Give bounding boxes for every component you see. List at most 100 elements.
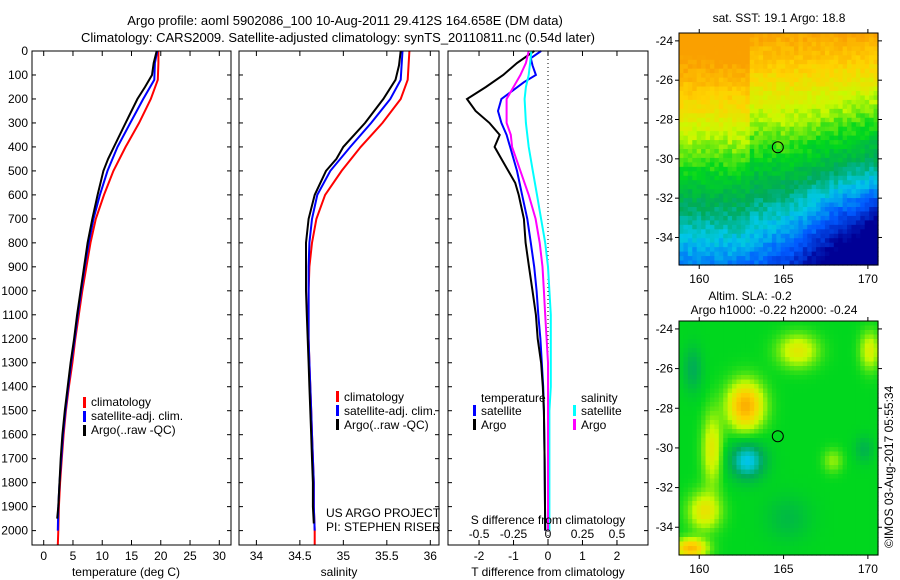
heatmap-cell	[771, 144, 777, 150]
heatmap-cell	[679, 91, 685, 97]
heatmap-cell	[736, 33, 742, 39]
heatmap-cell	[709, 233, 715, 239]
heatmap-cell	[807, 375, 813, 381]
heatmap-cell	[847, 117, 853, 123]
heatmap-cell	[842, 348, 848, 354]
heatmap-cell	[701, 465, 707, 471]
heatmap-cell	[798, 193, 804, 199]
heatmap-cell	[776, 68, 782, 74]
heatmap-cell	[763, 77, 769, 83]
heatmap-cell	[793, 528, 799, 534]
heatmap-cell	[740, 487, 746, 493]
heatmap-cell	[736, 501, 742, 507]
heatmap-cell	[692, 411, 698, 417]
heatmap-cell	[732, 379, 738, 385]
heatmap-cell	[776, 460, 782, 466]
heatmap-cell	[785, 357, 791, 363]
heatmap-cell	[763, 514, 769, 520]
heatmap-cell	[842, 46, 848, 52]
heatmap-cell	[683, 247, 689, 253]
heatmap-cell	[732, 456, 738, 462]
heatmap-cell	[851, 198, 857, 204]
heatmap-cell	[838, 50, 844, 56]
heatmap-cell	[847, 447, 853, 453]
heatmap-cell	[842, 233, 848, 239]
heatmap-cell	[864, 474, 870, 480]
heatmap-cell	[723, 166, 729, 172]
heatmap-cell	[683, 224, 689, 230]
heatmap-cell	[754, 393, 760, 399]
heatmap-cell	[838, 451, 844, 457]
heatmap-cell	[714, 334, 720, 340]
heatmap-cell	[807, 537, 813, 543]
heatmap-cell	[683, 202, 689, 208]
heatmap-cell	[833, 37, 839, 43]
heatmap-cell	[723, 108, 729, 114]
heatmap-cell	[860, 492, 866, 498]
heatmap-cell	[829, 348, 835, 354]
heatmap-cell	[798, 41, 804, 47]
heatmap-cell	[838, 496, 844, 502]
lon-tick-label: 160	[689, 562, 709, 576]
heatmap-cell	[789, 429, 795, 435]
heatmap-cell	[802, 247, 808, 253]
heatmap-cell	[793, 541, 799, 547]
heatmap-cell	[758, 95, 764, 101]
legend-swatch-satellite	[83, 411, 86, 422]
heatmap-cell	[754, 122, 760, 128]
heatmap-cell	[820, 415, 826, 421]
heatmap-cell	[687, 343, 693, 349]
heatmap-cell	[793, 474, 799, 480]
heatmap-cell	[873, 37, 879, 43]
heatmap-cell	[864, 411, 870, 417]
heatmap-cell	[740, 153, 746, 159]
heatmap-cell	[732, 46, 738, 52]
heatmap-cell	[745, 550, 751, 556]
heatmap-cell	[847, 247, 853, 253]
heatmap-cell	[732, 184, 738, 190]
heatmap-cell	[838, 207, 844, 213]
heatmap-cell	[705, 532, 711, 538]
heatmap-cell	[855, 406, 861, 412]
heatmap-cell	[749, 184, 755, 190]
heatmap-cell	[683, 388, 689, 394]
heatmap-cell	[789, 384, 795, 390]
heatmap-cell	[864, 496, 870, 502]
heatmap-cell	[842, 215, 848, 221]
heatmap-cell	[807, 46, 813, 52]
heatmap-cell	[793, 33, 799, 39]
heatmap-cell	[714, 469, 720, 475]
heatmap-cell	[864, 352, 870, 358]
heatmap-cell	[736, 77, 742, 83]
heatmap-cell	[679, 144, 685, 150]
heatmap-cell	[692, 180, 698, 186]
heatmap-cell	[687, 519, 693, 525]
heatmap-cell	[709, 108, 715, 114]
heatmap-cell	[754, 456, 760, 462]
heatmap-cell	[785, 46, 791, 52]
heatmap-cell	[860, 77, 866, 83]
heatmap-cell	[763, 162, 769, 168]
heatmap-cell	[679, 388, 685, 394]
heatmap-cell	[696, 438, 702, 444]
heatmap-cell	[723, 348, 729, 354]
heatmap-cell	[758, 550, 764, 556]
heatmap-cell	[829, 429, 835, 435]
heatmap-cell	[838, 256, 844, 262]
heatmap-cell	[701, 501, 707, 507]
heatmap-cell	[687, 411, 693, 417]
heatmap-cell	[767, 207, 773, 213]
heatmap-cell	[732, 166, 738, 172]
heatmap-cell	[807, 37, 813, 43]
heatmap-cell	[727, 469, 733, 475]
heatmap-cell	[701, 438, 707, 444]
heatmap-cell	[696, 402, 702, 408]
heatmap-cell	[736, 487, 742, 493]
heatmap-cell	[714, 348, 720, 354]
heatmap-cell	[780, 153, 786, 159]
heatmap-cell	[851, 397, 857, 403]
heatmap-cell	[687, 99, 693, 105]
heatmap-cell	[745, 343, 751, 349]
heatmap-cell	[718, 50, 724, 56]
heatmap-cell	[864, 64, 870, 70]
